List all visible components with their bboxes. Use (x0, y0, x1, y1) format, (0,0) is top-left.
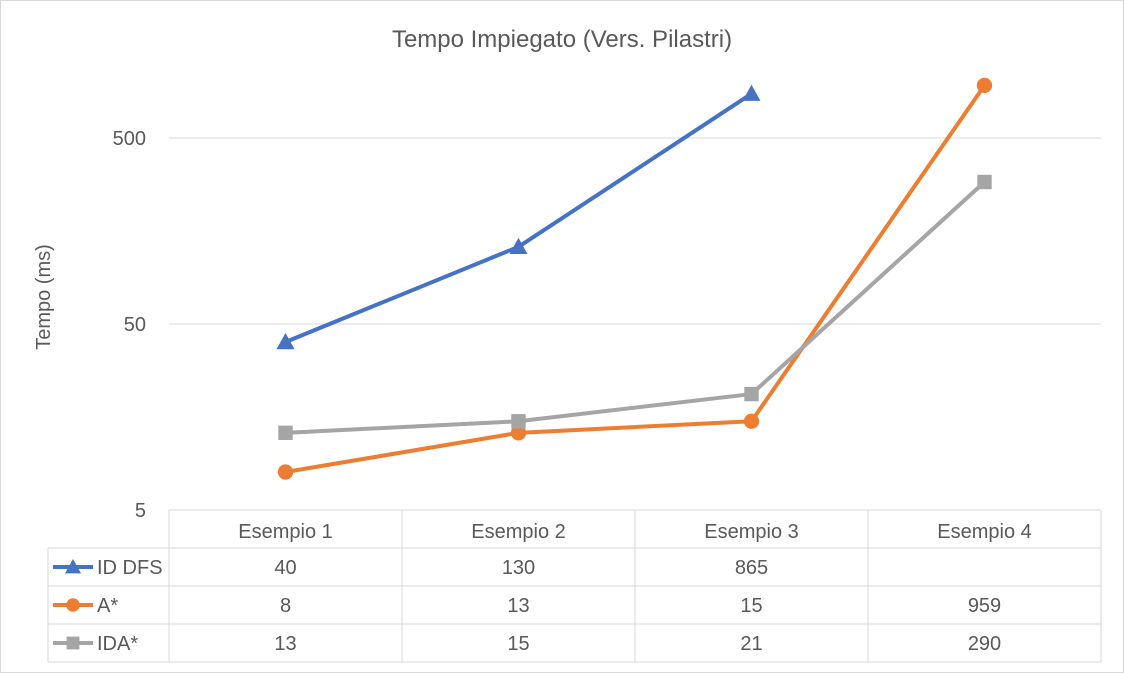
data-point (742, 84, 761, 101)
table-cell: 290 (968, 633, 1001, 655)
table-cell: 21 (740, 633, 762, 655)
data-point (278, 425, 293, 441)
x-tick-label: Esempio 2 (471, 521, 566, 543)
table-cell: 40 (274, 557, 296, 579)
table-cell: 959 (968, 595, 1001, 617)
series-2 (278, 174, 992, 441)
y-tick-label: 500 (113, 128, 146, 150)
legend-label: A* (97, 595, 118, 617)
table-cell: 865 (735, 557, 768, 579)
legend-label: ID DFS (97, 557, 163, 579)
series-1 (277, 77, 993, 480)
data-point (976, 77, 993, 94)
series-line (284, 92, 753, 344)
table-cell: 13 (507, 595, 529, 617)
chart-title: Tempo Impiegato (Vers. Pilastri) (392, 26, 732, 53)
series-line (285, 84, 987, 475)
table-cell: 15 (740, 595, 762, 617)
series-0 (276, 84, 761, 350)
y-axis-ticks: 5 50 500 (113, 128, 146, 522)
data-point (277, 464, 294, 480)
legend-swatch-marker (66, 598, 80, 612)
series-line (285, 180, 986, 435)
table-cell: 13 (274, 633, 296, 655)
data-point (509, 237, 528, 255)
data-point (743, 413, 760, 429)
data-point (511, 414, 526, 429)
table-cell: 130 (502, 557, 535, 579)
y-tick-label: 50 (124, 314, 146, 336)
x-tick-label: Esempio 4 (937, 521, 1032, 543)
data-point (276, 333, 295, 350)
table-cell: 15 (507, 633, 529, 655)
legend-swatch-marker (66, 636, 80, 650)
data-point (977, 174, 992, 190)
table-cell: 8 (280, 595, 291, 617)
data-point (744, 386, 759, 402)
series-layer (276, 77, 993, 480)
x-tick-label: Esempio 3 (704, 521, 799, 543)
y-tick-label: 5 (135, 500, 146, 522)
gridlines (169, 137, 1101, 325)
legend-swatch-marker (65, 559, 81, 574)
y-axis-label: Tempo (ms) (33, 244, 55, 350)
data-point (510, 425, 527, 441)
x-tick-label: Esempio 1 (238, 521, 333, 543)
legend-label: IDA* (97, 633, 138, 655)
data-table: Esempio 1 Esempio 2 Esempio 3 Esempio 4 ID D… (47, 509, 1102, 663)
